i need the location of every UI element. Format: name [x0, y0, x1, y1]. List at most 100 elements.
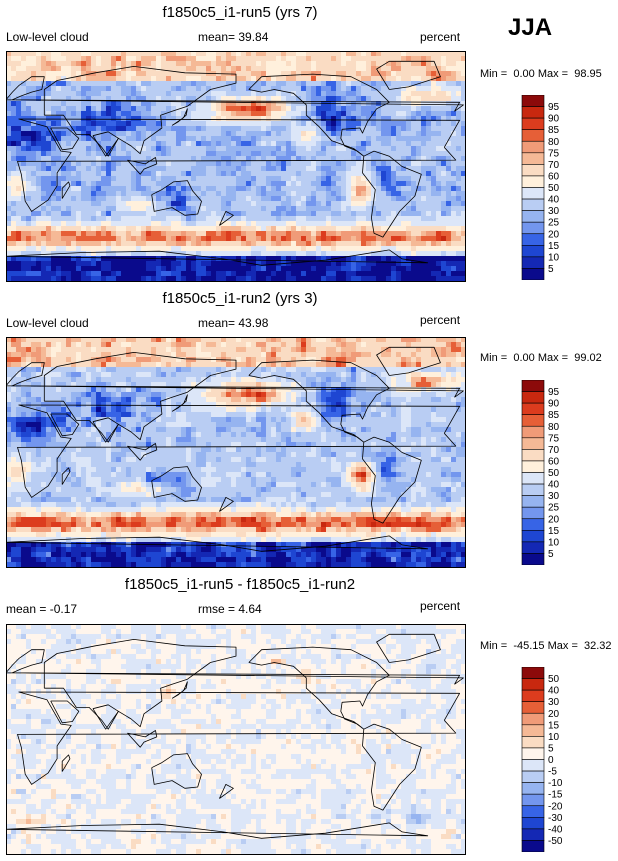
field-cell [266, 266, 272, 272]
field-cell [341, 61, 347, 67]
field-cell [46, 216, 52, 222]
field-cell [291, 131, 297, 137]
field-cell [366, 126, 372, 132]
field-cell [436, 121, 442, 127]
field-cell [451, 276, 457, 282]
field-cell [451, 156, 457, 162]
field-cell [286, 141, 292, 147]
field-cell [401, 221, 407, 227]
field-cell [361, 216, 367, 222]
field-cell [411, 111, 417, 117]
field-cell [81, 337, 87, 343]
field-cell [451, 236, 457, 242]
field-cell [121, 211, 127, 217]
field-cell [86, 166, 92, 172]
field-cell [151, 221, 157, 227]
field-cell [331, 151, 337, 157]
field-cell [376, 171, 382, 177]
field-cell [386, 206, 392, 212]
field-cell [301, 216, 307, 222]
field-cell [116, 91, 122, 97]
field-cell [266, 66, 272, 72]
field-cell [331, 96, 337, 102]
field-cell [121, 186, 127, 192]
field-cell [456, 86, 462, 92]
field-cell [311, 91, 317, 97]
field-cell [351, 347, 357, 353]
field-cell [281, 146, 287, 152]
coastline [376, 60, 441, 90]
field-cell [326, 256, 332, 262]
field-cell [171, 231, 177, 237]
field-cell [221, 276, 227, 282]
field-cell [41, 186, 47, 192]
field-cell [361, 181, 367, 187]
field-cell [316, 96, 322, 102]
field-cell [206, 186, 212, 192]
field-cell [331, 186, 337, 192]
field-cell [56, 126, 62, 132]
field-cell [391, 111, 397, 117]
field-cell [26, 347, 32, 353]
field-cell [71, 347, 77, 353]
field-cell [461, 91, 466, 97]
field-cell [211, 131, 217, 137]
field-cell [416, 347, 422, 353]
field-cell [441, 111, 447, 117]
field-cell [266, 136, 272, 142]
field-cell [456, 246, 462, 252]
field-cell [291, 181, 297, 187]
field-cell [266, 211, 272, 217]
field-cell [71, 136, 77, 142]
field-cell [251, 146, 257, 152]
field-cell [336, 352, 342, 358]
field-cell [326, 51, 332, 57]
field-cell [381, 347, 387, 353]
field-cell [371, 181, 377, 187]
field-cell [136, 276, 142, 282]
field-cell [271, 186, 277, 192]
field-cell [361, 76, 367, 82]
field-cell [91, 216, 97, 222]
field-cell [126, 51, 132, 57]
field-cell [461, 216, 466, 222]
field-cell [441, 241, 447, 247]
field-cell [456, 261, 462, 267]
field-cell [251, 176, 257, 182]
field-cell [411, 362, 417, 368]
field-cell [181, 176, 187, 182]
field-cell [41, 51, 47, 57]
field-cell [161, 86, 167, 92]
field-cell [81, 86, 87, 92]
field-cell [11, 101, 17, 107]
field-cell [316, 111, 322, 117]
field-cell [91, 71, 97, 77]
coastline [50, 127, 80, 151]
field-cell [221, 206, 227, 212]
field-cell [176, 191, 182, 197]
field-cell [236, 71, 242, 77]
field-cell [256, 181, 262, 187]
field-cell [241, 146, 247, 152]
field-cell [116, 96, 122, 102]
field-cell [301, 231, 307, 237]
field-cell [21, 86, 27, 92]
field-cell [51, 61, 57, 67]
coastline [362, 150, 422, 238]
field-cell [86, 211, 92, 217]
field-cell [91, 91, 97, 97]
field-cell [331, 236, 337, 242]
field-cell [56, 266, 62, 272]
field-cell [31, 96, 37, 102]
field-cell [406, 256, 412, 262]
field-cell [411, 276, 417, 282]
field-cell [356, 176, 362, 182]
panel-left-label: Low-level cloud [6, 316, 89, 330]
field-cell [326, 176, 332, 182]
field-cell [441, 206, 447, 212]
field-cell [116, 347, 122, 353]
field-cell [401, 116, 407, 122]
field-cell [206, 276, 212, 282]
field-cell [446, 347, 452, 353]
field-cell [96, 211, 102, 217]
